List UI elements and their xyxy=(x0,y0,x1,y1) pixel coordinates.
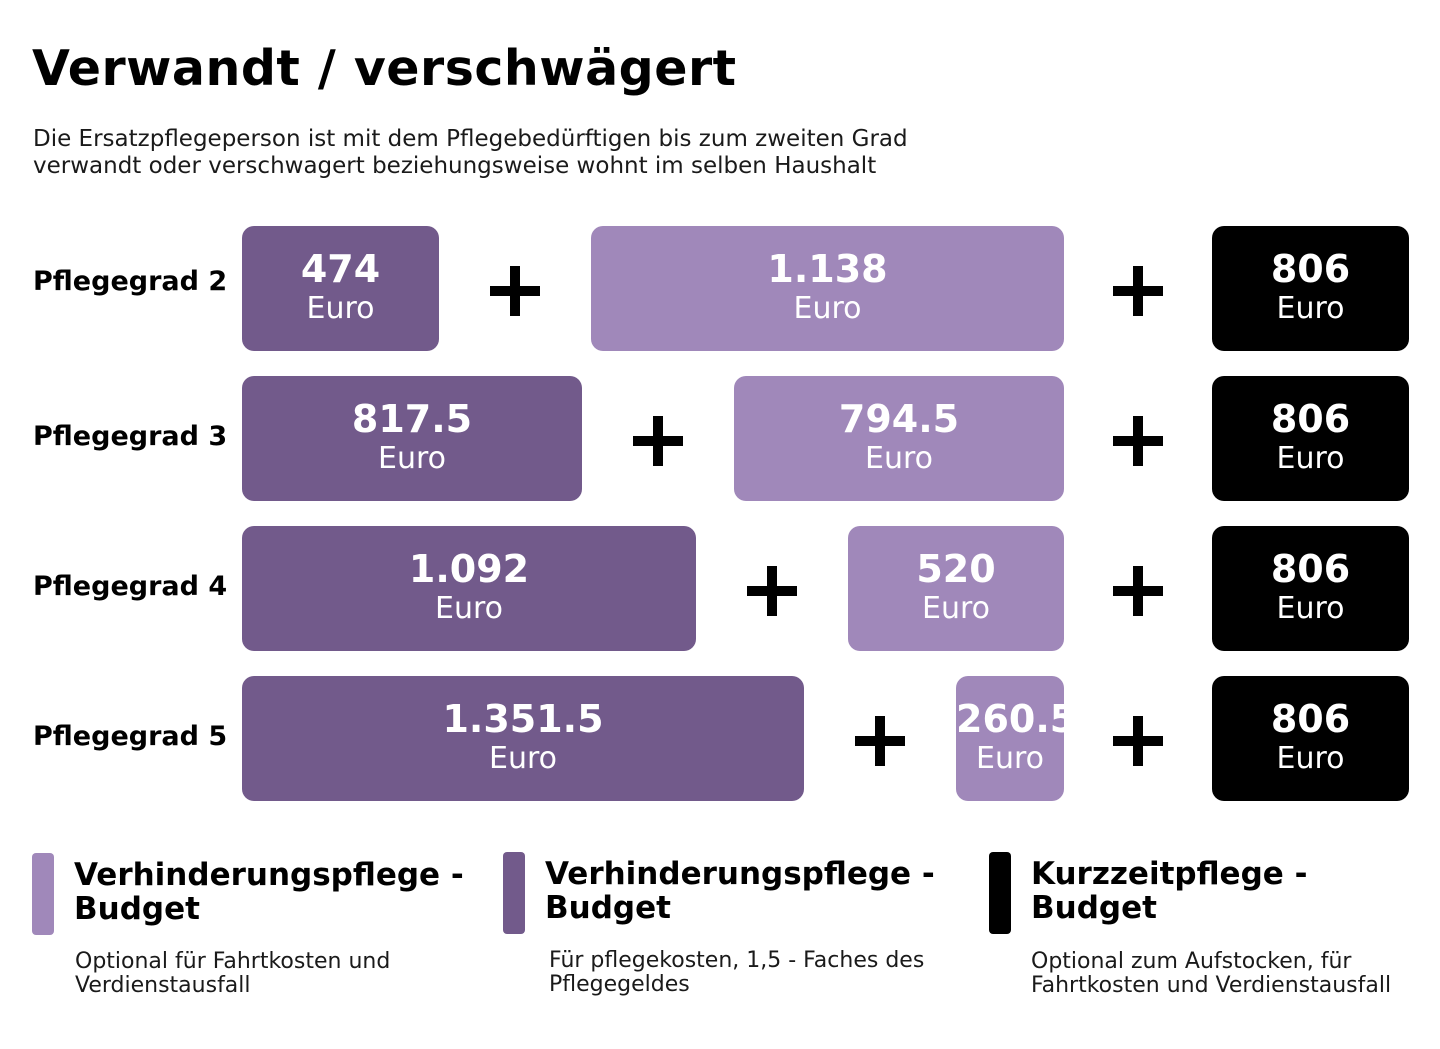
plus-icon-1-pflegegrad-4 xyxy=(747,566,797,616)
legend-desc-2-line-2: Pflegegeldes xyxy=(549,972,690,997)
legend-desc-3-line-1: Optional zum Aufstocken, für xyxy=(1031,949,1352,974)
bar-dark-pflegegrad-5-value: 1.351.5 xyxy=(442,697,604,741)
bar-light-pflegegrad-4-value: 520 xyxy=(916,547,996,591)
plus-icon-1-pflegegrad-5 xyxy=(855,716,905,766)
legend-desc-1-line-2: Verdienstausfall xyxy=(75,973,251,998)
bar-dark-pflegegrad-4-unit: Euro xyxy=(435,591,503,626)
row-label-pflegegrad-2: Pflegegrad 2 xyxy=(33,266,228,297)
row-label-pflegegrad-4: Pflegegrad 4 xyxy=(33,571,228,602)
bar-dark-pflegegrad-5: 1.351.5 Euro xyxy=(242,676,804,801)
bar-dark-pflegegrad-2-value: 474 xyxy=(300,247,381,291)
bar-light-pflegegrad-3-unit: Euro xyxy=(865,441,933,476)
bar-light-pflegegrad-2: 1.138 Euro xyxy=(591,226,1064,351)
plus-icon-1-pflegegrad-3 xyxy=(633,416,683,466)
bar-black-pflegegrad-2: 806 Euro xyxy=(1212,226,1409,351)
plus-icon-2-pflegegrad-2 xyxy=(1113,266,1163,316)
bar-dark-pflegegrad-3-unit: Euro xyxy=(378,441,446,476)
row-label-pflegegrad-5: Pflegegrad 5 xyxy=(33,721,228,752)
subtitle-line-1: Die Ersatzpflegeperson ist mit dem Pfleg… xyxy=(33,126,908,152)
bar-dark-pflegegrad-4: 1.092 Euro xyxy=(242,526,696,651)
legend-desc-1-line-1: Optional für Fahrtkosten und xyxy=(75,949,391,974)
plus-icon-2-pflegegrad-3 xyxy=(1113,416,1163,466)
legend-desc-2: Für pflegekosten, 1,5 - Faches des Pfleg… xyxy=(549,949,924,997)
bar-light-pflegegrad-4-unit: Euro xyxy=(922,591,990,626)
bar-dark-pflegegrad-2-unit: Euro xyxy=(306,291,375,326)
bar-light-pflegegrad-3-value: 794.5 xyxy=(838,397,960,441)
bar-light-pflegegrad-2-unit: Euro xyxy=(793,291,862,326)
legend-title-2-line-2: Budget xyxy=(545,890,671,926)
legend-title-1-line-1: Verhinderungspflege - xyxy=(74,857,464,893)
legend-desc-3: Optional zum Aufstocken, für Fahrtkosten… xyxy=(1031,950,1391,998)
chart-title: Verwandt / verschwägert xyxy=(32,40,737,97)
legend-desc-1: Optional für Fahrtkosten und Verdienstau… xyxy=(75,950,390,998)
bar-dark-pflegegrad-5-unit: Euro xyxy=(489,741,557,776)
bar-black-pflegegrad-5-unit: Euro xyxy=(1276,741,1345,776)
bar-dark-pflegegrad-3-value: 817.5 xyxy=(351,397,473,441)
legend-desc-2-line-1: Für pflegekosten, 1,5 - Faches des xyxy=(549,948,925,973)
bar-light-pflegegrad-4: 520 Euro xyxy=(848,526,1064,651)
legend-swatch-black xyxy=(989,852,1011,934)
legend-title-2-line-1: Verhinderungspflege - xyxy=(545,856,935,892)
plus-icon-2-pflegegrad-5 xyxy=(1113,716,1163,766)
bar-black-pflegegrad-4: 806 Euro xyxy=(1212,526,1409,651)
row-label-pflegegrad-3: Pflegegrad 3 xyxy=(33,421,228,452)
subtitle-line-2: verwandt oder verschwagert beziehungswei… xyxy=(33,153,877,179)
bar-dark-pflegegrad-4-value: 1.092 xyxy=(408,547,530,591)
legend-title-2: Verhinderungspflege - Budget xyxy=(545,857,935,925)
bar-black-pflegegrad-3-value: 806 xyxy=(1270,397,1351,441)
bar-black-pflegegrad-3-unit: Euro xyxy=(1276,441,1345,476)
bar-light-pflegegrad-5: 260.5 Euro xyxy=(956,676,1077,801)
bar-light-pflegegrad-5-value: 260.5 xyxy=(956,697,1077,741)
bar-black-pflegegrad-5-value: 806 xyxy=(1270,697,1351,741)
chart-subtitle: Die Ersatzpflegeperson ist mit dem Pfleg… xyxy=(33,126,1033,180)
legend-desc-3-line-2: Fahrtkosten und Verdienstausfall xyxy=(1031,973,1392,998)
bar-light-pflegegrad-3: 794.5 Euro xyxy=(734,376,1064,501)
plus-icon-1-pflegegrad-2 xyxy=(490,266,540,316)
plus-icon-2-pflegegrad-4 xyxy=(1113,566,1163,616)
bar-light-pflegegrad-2-value: 1.138 xyxy=(767,247,888,291)
legend-swatch-light-purple xyxy=(32,853,54,935)
legend-swatch-dark-purple xyxy=(503,852,525,934)
bar-black-pflegegrad-4-value: 806 xyxy=(1270,547,1351,591)
legend-title-1-line-2: Budget xyxy=(74,891,200,927)
bar-black-pflegegrad-3: 806 Euro xyxy=(1212,376,1409,501)
legend-title-3-line-1: Kurzzeitpflege - xyxy=(1031,856,1308,892)
bar-black-pflegegrad-4-unit: Euro xyxy=(1276,591,1345,626)
bar-light-pflegegrad-5-unit: Euro xyxy=(976,741,1044,776)
bar-black-pflegegrad-2-unit: Euro xyxy=(1276,291,1345,326)
legend-title-1: Verhinderungspflege - Budget xyxy=(74,858,464,926)
legend-title-3: Kurzzeitpflege - Budget xyxy=(1031,857,1307,925)
bar-dark-pflegegrad-3: 817.5 Euro xyxy=(242,376,582,501)
bar-black-pflegegrad-2-value: 806 xyxy=(1270,247,1351,291)
legend-title-3-line-2: Budget xyxy=(1031,890,1157,926)
bar-dark-pflegegrad-2: 474 Euro xyxy=(242,226,439,351)
bar-black-pflegegrad-5: 806 Euro xyxy=(1212,676,1409,801)
